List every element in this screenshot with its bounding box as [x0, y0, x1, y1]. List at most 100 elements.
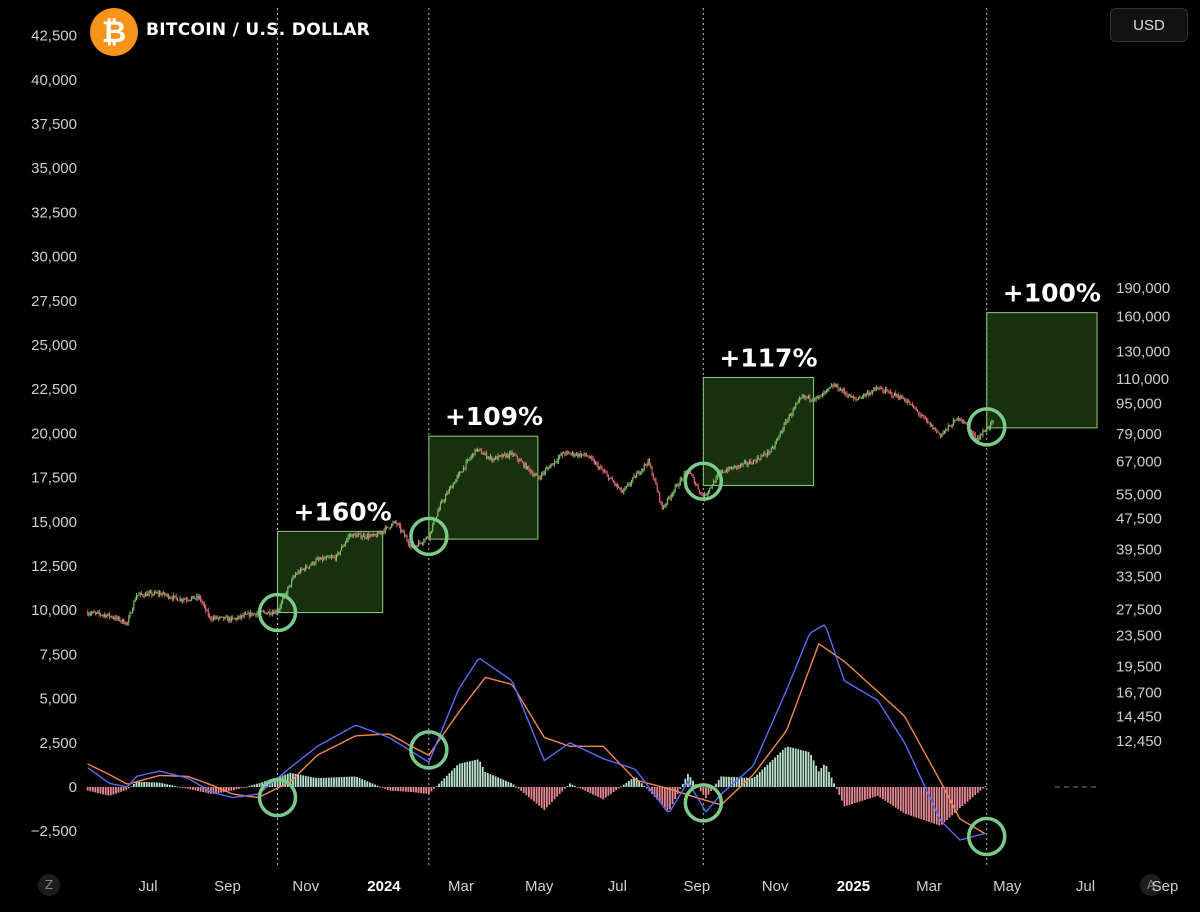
macd-histogram-bar [669, 787, 671, 810]
macd-histogram-bar [715, 783, 718, 787]
candle-body [451, 486, 453, 488]
candle-body [536, 474, 538, 476]
candle-body [683, 473, 685, 479]
macd-histogram-bar [556, 787, 559, 797]
candle-body [650, 464, 652, 468]
candle-body [624, 487, 626, 490]
macd-histogram-bar [404, 787, 407, 792]
candle-body [800, 397, 802, 399]
macd-histogram-bar [130, 786, 133, 788]
candle-body [202, 602, 204, 605]
macd-histogram-bar [689, 777, 692, 787]
candle-body [468, 459, 470, 461]
candle-body [860, 397, 862, 399]
macd-histogram-bar [799, 749, 802, 787]
candle-body [906, 401, 908, 403]
candle-body [211, 619, 213, 621]
candle-body [670, 495, 672, 499]
candle-body [355, 534, 357, 538]
candle-body [625, 485, 627, 488]
candle-body [869, 392, 871, 395]
macd-histogram-bar [492, 775, 494, 787]
macd-histogram-bar [720, 776, 723, 787]
macd-histogram-bar [215, 787, 217, 794]
candle-body [618, 487, 620, 489]
candle-body [157, 592, 159, 595]
macd-histogram-bar [766, 764, 769, 787]
macd-histogram-bar [243, 787, 246, 788]
candle-body [684, 471, 686, 474]
candle-body [524, 463, 526, 467]
macd-histogram-bar [361, 779, 364, 787]
candle-body [728, 466, 730, 472]
candle-body [892, 395, 894, 397]
candle-body [105, 614, 107, 618]
macd-histogram-bar [99, 787, 102, 794]
candle-body [666, 497, 668, 504]
macd-histogram-bar [494, 776, 497, 787]
candle-body [593, 459, 595, 464]
candle-body [128, 617, 130, 623]
macd-histogram-bar [763, 767, 766, 787]
macd-histogram-bar [774, 757, 777, 787]
candle-body [518, 459, 520, 462]
candle-body [135, 595, 138, 601]
macd-histogram-bar [358, 778, 361, 787]
candle-body [857, 398, 860, 400]
macd-histogram-bar [653, 787, 656, 797]
macd-histogram-bar [951, 787, 954, 816]
auto-scale-button[interactable]: A [1140, 874, 1162, 896]
left-axis-tick: −2,500 [31, 823, 77, 840]
candle-body [303, 568, 306, 571]
currency-button[interactable]: USD [1110, 8, 1188, 42]
candle-body [353, 533, 356, 535]
candle-body [555, 461, 557, 463]
macd-histogram-bar [158, 782, 161, 787]
candle-body [911, 404, 913, 406]
candle-body [319, 559, 321, 561]
macd-histogram-bar [235, 787, 238, 790]
macd-histogram-bar [620, 786, 623, 788]
candle-body [596, 462, 598, 464]
macd-histogram-bar [471, 760, 474, 787]
candle-body [351, 534, 353, 538]
candle-body [864, 394, 866, 396]
candle-body [657, 490, 659, 493]
candle-body [97, 612, 99, 614]
macd-histogram-bar [112, 787, 115, 795]
candle-body [385, 526, 388, 528]
candle-body [244, 613, 247, 615]
macd-histogram-bar [976, 787, 979, 793]
x-axis: Jul Sep Nov 2024 Mar May Jul Sep Nov 2025 Mar May Ju… [138, 878, 1178, 895]
candle-body [352, 533, 354, 538]
left-axis-tick: 17,500 [31, 470, 77, 487]
macd-histogram-bar [722, 776, 725, 787]
candle-body [269, 611, 271, 615]
candle-body [371, 534, 373, 536]
timezone-button[interactable]: Z [38, 874, 60, 896]
macd-histogram-bar [805, 751, 807, 787]
macd-histogram-bar [289, 772, 292, 787]
candle-body [121, 619, 123, 622]
candle-body [796, 402, 798, 405]
candle-body [483, 453, 485, 455]
candle-body [638, 471, 640, 474]
candle-body [668, 497, 670, 499]
macd-histogram-bar [276, 777, 279, 787]
candle-body [706, 493, 708, 496]
candle-body [167, 594, 170, 599]
candle-body [478, 449, 480, 451]
candle-body [788, 414, 790, 419]
macd-histogram-bar [607, 787, 610, 796]
macd-histogram-bar [594, 787, 597, 796]
candle-body [144, 593, 146, 597]
macd-histogram-bar [833, 783, 836, 787]
candle-body [704, 493, 706, 500]
macd-histogram-bar [789, 747, 792, 787]
right-axis-tick: 23,500 [1116, 628, 1162, 645]
candle-body [577, 453, 579, 457]
candle-body [881, 388, 883, 390]
x-axis-tick: Mar [448, 878, 474, 895]
candle-body [216, 616, 218, 619]
